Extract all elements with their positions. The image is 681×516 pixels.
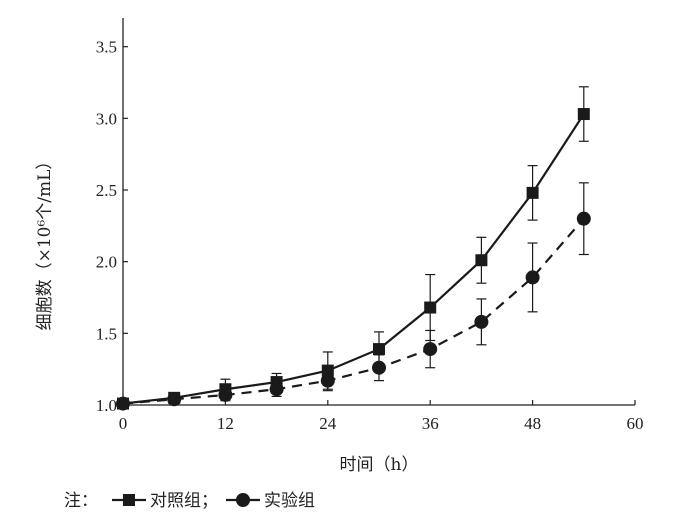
legend-item: 实验组: [226, 491, 315, 511]
series-2-point: [525, 270, 540, 285]
series-1-point: [373, 343, 385, 356]
x-tick-label: 60: [627, 414, 644, 433]
series-1-point: [424, 301, 437, 314]
legend-label: 对照组；: [150, 491, 218, 511]
x-tick-label: 36: [422, 414, 439, 433]
series-2-point: [372, 360, 386, 375]
series-2-point: [218, 387, 233, 402]
series-layer: [116, 86, 591, 411]
series-2: [116, 182, 591, 411]
series-1-point: [526, 186, 539, 199]
series-2-point: [269, 382, 284, 397]
y-tick-label: 2.0: [96, 253, 117, 272]
series-2-point: [167, 392, 182, 407]
x-tick-label: 24: [319, 414, 337, 433]
y-tick-label: 3.5: [96, 38, 117, 57]
x-tick-label: 0: [119, 414, 128, 433]
series-2-point: [423, 342, 438, 357]
x-axis-title: 时间（h）: [340, 455, 419, 475]
series-2-line: [122, 217, 585, 405]
series-1: [117, 86, 590, 410]
legend-item: 对照组；: [112, 491, 218, 511]
y-tick-label: 3.0: [96, 109, 117, 128]
legend-label: 实验组: [264, 491, 315, 511]
series-2-point: [320, 373, 335, 388]
series-1-line: [122, 113, 585, 405]
legend-marker: [236, 493, 250, 507]
x-tick-label: 12: [217, 414, 234, 433]
series-2-point: [116, 396, 130, 411]
series-1-point: [577, 108, 590, 121]
legend-prefix: 注：: [64, 491, 98, 511]
y-tick-label: 2.5: [96, 181, 117, 200]
legend: 注： 对照组； 实验组: [64, 491, 315, 511]
y-tick-label: 1.0: [96, 396, 117, 415]
ticks: 0 12 24 36 48 60 1.0 1.5 2.0 2.5 3.0 3.5: [96, 38, 644, 433]
series-2-point: [474, 314, 489, 329]
y-tick-label: 1.5: [96, 324, 117, 343]
axes: [122, 18, 635, 406]
x-tick-label: 48: [524, 414, 541, 433]
series-2-point: [576, 211, 591, 226]
legend-marker: [123, 494, 135, 506]
y-axis-title: 细胞数（×10⁶个/mL）: [35, 153, 55, 331]
series-1-point: [475, 254, 488, 267]
